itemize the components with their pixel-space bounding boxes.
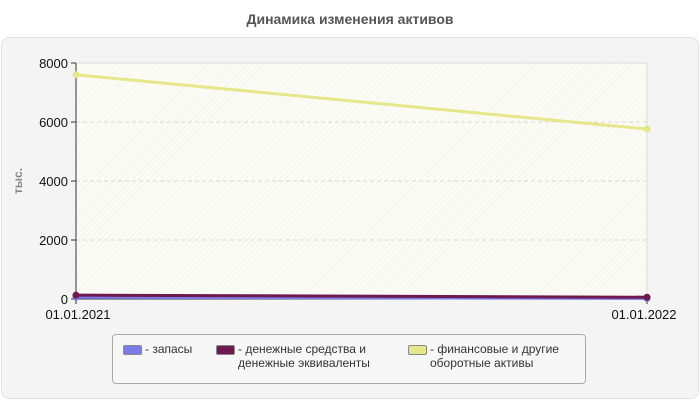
x-tick-label: 01.01.2022 [611,307,676,322]
data-point [72,71,80,79]
legend-label: - запасы [145,342,193,356]
series-line-1 [75,293,648,299]
legend-label: - денежные средства и денежные эквивален… [238,342,370,370]
legend: - запасы - денежные средства и денежные … [112,334,586,384]
legend-swatch [216,345,235,355]
y-tick-label: 2000 [39,233,68,248]
y-axis-label: тыс. [11,168,25,194]
data-point [643,293,651,301]
legend-item-cash: - денежные средства и денежные эквивален… [216,342,370,370]
legend-swatch [123,345,142,355]
series-line-2 [75,73,648,131]
y-tick-label: 6000 [39,115,68,130]
legend-item-financial: - финансовые и другие оборотные активы [408,342,559,370]
legend-label: - финансовые и другие оборотные активы [430,342,559,370]
legend-swatch [408,345,427,355]
y-tick-label: 8000 [39,56,68,71]
x-tick-label: 01.01.2021 [45,307,110,322]
chart-title: Динамика изменения активов [246,11,454,27]
legend-item-zapasy: - запасы [123,342,192,356]
y-tick-label: 4000 [39,174,68,189]
data-point [72,291,80,299]
y-tick-label: 0 [61,292,68,307]
data-point [643,125,651,133]
